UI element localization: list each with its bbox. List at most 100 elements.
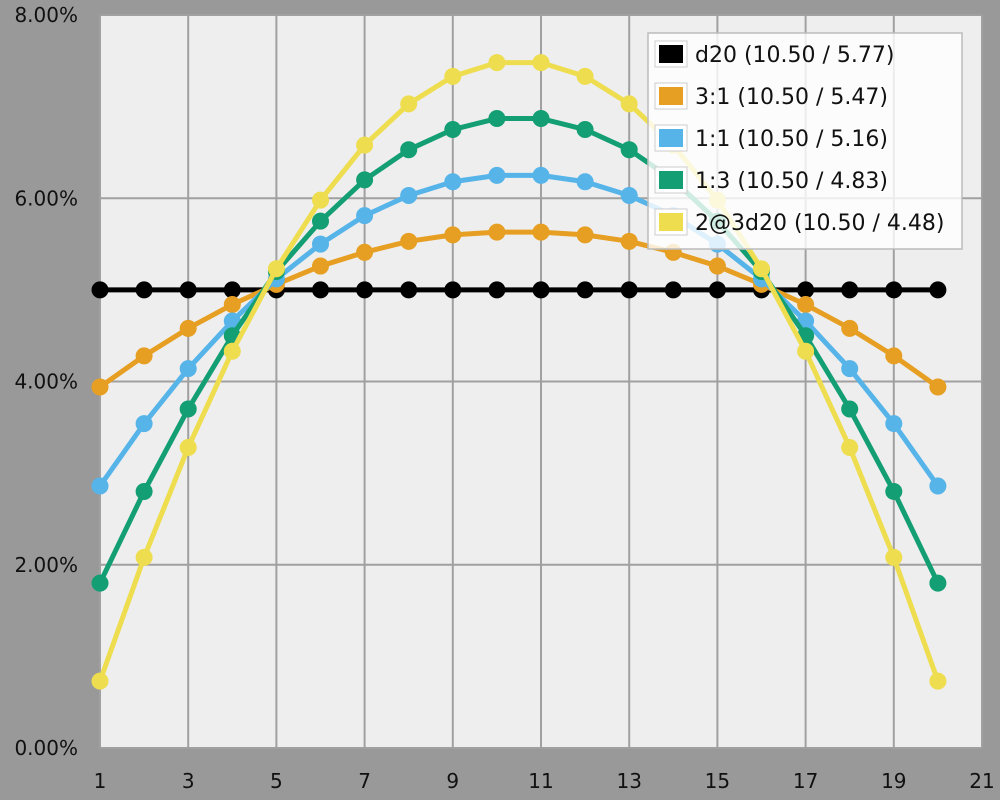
data-point bbox=[576, 173, 594, 191]
x-tick-label: 17 bbox=[793, 769, 818, 793]
series-1 bbox=[91, 223, 947, 396]
series-group bbox=[91, 54, 947, 690]
data-point bbox=[312, 235, 329, 253]
data-point bbox=[400, 141, 418, 159]
data-point bbox=[885, 482, 903, 500]
x-tick-label: 21 bbox=[969, 769, 994, 793]
data-point bbox=[179, 360, 197, 378]
data-point bbox=[576, 226, 594, 244]
x-tick-label: 5 bbox=[270, 769, 283, 793]
y-tick-label: 8.00% bbox=[14, 3, 78, 27]
data-point bbox=[179, 281, 197, 299]
series-0 bbox=[91, 281, 947, 299]
x-tick-label: 1 bbox=[94, 769, 107, 793]
data-point bbox=[488, 54, 506, 72]
data-point bbox=[312, 212, 329, 230]
x-tick-label: 19 bbox=[881, 769, 906, 793]
x-axis-tick-labels: 1 3 5 7 9 11 13 15 17 19 21 bbox=[94, 769, 995, 793]
data-point bbox=[312, 191, 329, 209]
legend-entry-label[interactable]: 1:3 (10.50 / 4.83) bbox=[695, 169, 888, 194]
data-point bbox=[135, 548, 153, 566]
data-point bbox=[91, 281, 109, 299]
legend-entry-label[interactable]: 3:1 (10.50 / 5.47) bbox=[695, 85, 888, 110]
data-point bbox=[179, 438, 197, 456]
series-line bbox=[97, 172, 940, 488]
data-point bbox=[885, 347, 903, 365]
data-point bbox=[135, 415, 153, 433]
data-point bbox=[91, 574, 109, 592]
legend-entry-label[interactable]: 2@3d20 (10.50 / 4.48) bbox=[695, 211, 944, 236]
legend-swatch bbox=[659, 87, 683, 105]
data-point bbox=[532, 223, 550, 241]
data-point bbox=[91, 378, 109, 396]
data-point bbox=[885, 415, 903, 433]
data-point bbox=[444, 173, 462, 191]
series-line bbox=[97, 116, 941, 585]
data-point bbox=[576, 121, 594, 139]
data-point bbox=[179, 400, 197, 418]
data-point bbox=[576, 281, 594, 299]
data-point bbox=[356, 136, 374, 154]
data-point bbox=[708, 281, 726, 299]
x-tick-label: 9 bbox=[446, 769, 459, 793]
data-point bbox=[532, 166, 550, 184]
y-tick-label: 4.00% bbox=[14, 370, 78, 394]
data-point bbox=[356, 281, 374, 299]
legend-entry-label[interactable]: d20 (10.50 / 5.77) bbox=[695, 43, 894, 68]
data-point bbox=[267, 260, 285, 278]
data-point bbox=[929, 378, 947, 396]
legend[interactable]: d20 (10.50 / 5.77) 3:1 (10.50 / 5.47) 1:1 … bbox=[647, 32, 963, 250]
data-point bbox=[312, 257, 329, 275]
x-tick-label: 3 bbox=[182, 769, 195, 793]
legend-swatch bbox=[659, 213, 683, 231]
legend-entry-label[interactable]: 1:1 (10.50 / 5.16) bbox=[695, 127, 888, 152]
data-point bbox=[841, 400, 859, 418]
data-point bbox=[532, 110, 550, 128]
data-point bbox=[620, 95, 638, 113]
series-line bbox=[97, 60, 941, 682]
data-point bbox=[488, 166, 506, 184]
data-point bbox=[929, 574, 947, 592]
y-tick-label: 0.00% bbox=[14, 736, 78, 760]
data-point bbox=[532, 54, 550, 72]
data-point bbox=[885, 281, 903, 299]
data-point bbox=[532, 281, 550, 299]
data-point bbox=[223, 281, 241, 299]
legend-swatch bbox=[659, 129, 683, 147]
data-point bbox=[841, 360, 859, 378]
data-point bbox=[620, 141, 638, 159]
data-point bbox=[444, 226, 462, 244]
data-point bbox=[135, 347, 153, 365]
data-point bbox=[753, 260, 770, 278]
data-point bbox=[356, 171, 374, 189]
data-point bbox=[444, 121, 462, 139]
data-point bbox=[356, 243, 374, 261]
data-point bbox=[135, 281, 153, 299]
data-point bbox=[400, 281, 418, 299]
data-point bbox=[576, 67, 594, 85]
data-point bbox=[841, 319, 859, 337]
data-point bbox=[223, 296, 241, 314]
data-point bbox=[797, 281, 815, 299]
data-point bbox=[885, 548, 903, 566]
data-point bbox=[841, 281, 859, 299]
data-point bbox=[356, 207, 374, 225]
legend-box bbox=[647, 32, 963, 250]
data-point bbox=[841, 438, 859, 456]
data-point bbox=[179, 319, 197, 337]
data-point bbox=[929, 281, 947, 299]
legend-swatch bbox=[659, 171, 683, 189]
data-point bbox=[620, 232, 638, 250]
data-point bbox=[400, 95, 418, 113]
y-tick-label: 6.00% bbox=[14, 186, 78, 210]
data-point bbox=[223, 342, 241, 360]
y-tick-label: 2.00% bbox=[14, 553, 78, 577]
data-point bbox=[135, 482, 153, 500]
data-point bbox=[91, 672, 109, 690]
x-tick-label: 7 bbox=[358, 769, 371, 793]
data-point bbox=[91, 477, 109, 495]
data-point bbox=[929, 477, 947, 495]
data-point bbox=[929, 672, 947, 690]
data-point bbox=[708, 257, 726, 275]
